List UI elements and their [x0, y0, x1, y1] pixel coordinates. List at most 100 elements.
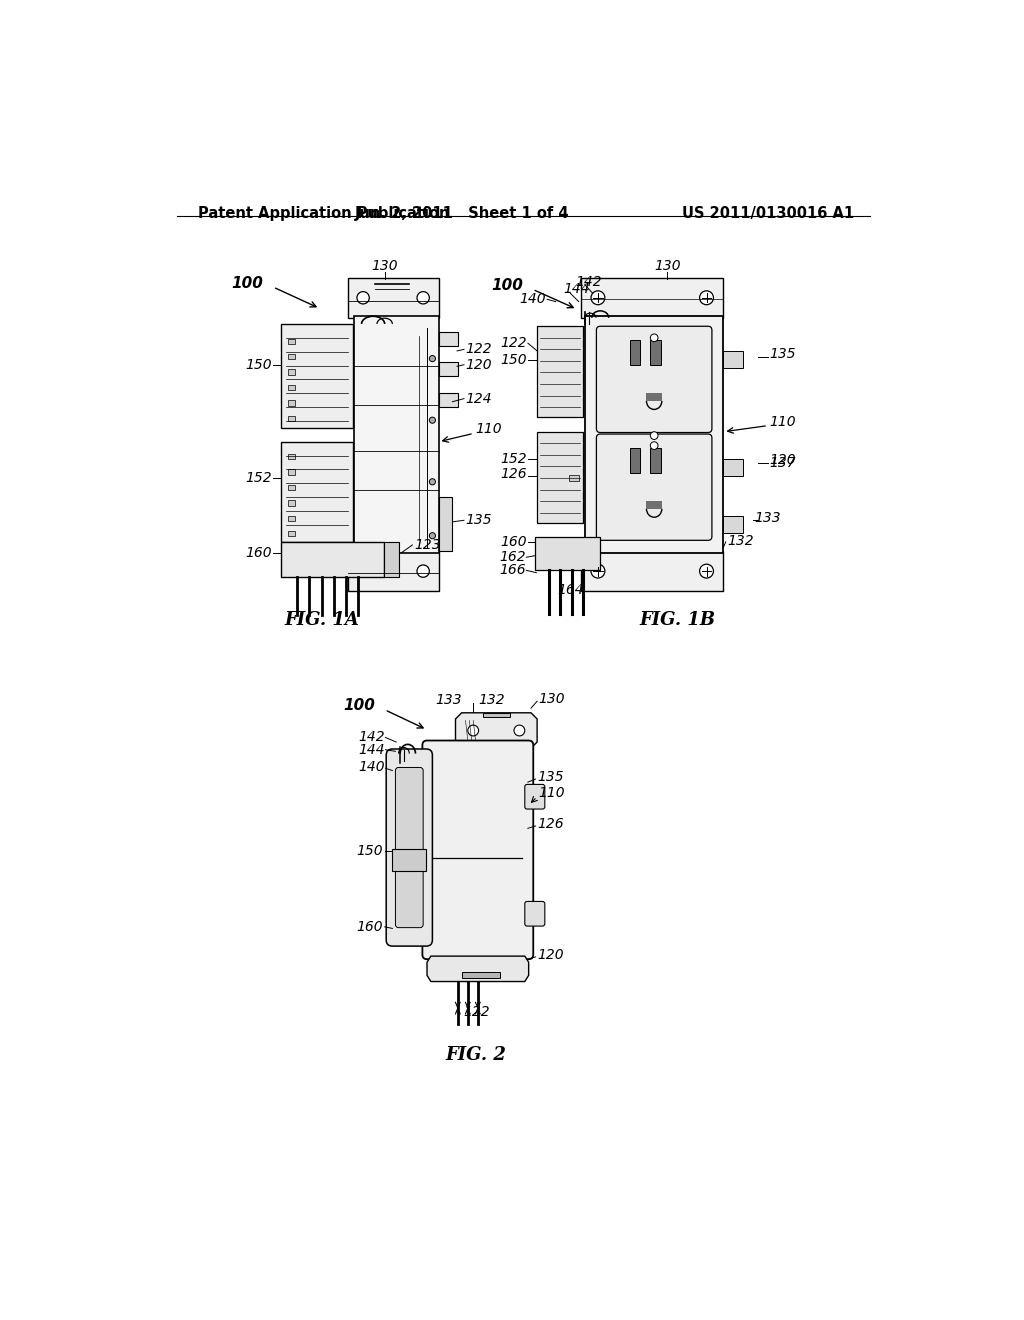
Text: 164: 164	[558, 582, 585, 597]
Text: 130: 130	[654, 259, 681, 273]
Text: FIG. 1B: FIG. 1B	[639, 611, 716, 630]
Circle shape	[417, 292, 429, 304]
Bar	[581, 277, 724, 318]
Text: 144: 144	[563, 282, 590, 296]
Text: Jun. 2, 2011   Sheet 1 of 4: Jun. 2, 2011 Sheet 1 of 4	[354, 206, 569, 222]
Text: 122: 122	[466, 342, 493, 356]
Bar	[384, 541, 399, 577]
Circle shape	[650, 442, 658, 450]
Bar	[483, 713, 510, 718]
FancyBboxPatch shape	[524, 902, 545, 927]
Bar	[282, 541, 384, 577]
Bar	[288, 516, 295, 521]
Text: 152: 152	[501, 451, 527, 466]
Bar	[288, 531, 295, 536]
Text: 135: 135	[538, 771, 564, 784]
Bar	[462, 973, 500, 978]
Bar	[392, 849, 426, 871]
Bar	[288, 416, 295, 421]
Bar	[288, 400, 295, 405]
Text: 123: 123	[414, 539, 440, 552]
Text: 135: 135	[770, 347, 797, 360]
Bar	[535, 537, 600, 570]
Circle shape	[468, 725, 478, 737]
Bar	[438, 363, 458, 376]
Bar	[438, 393, 458, 407]
Text: 135: 135	[466, 513, 493, 527]
Bar	[282, 442, 353, 543]
Bar	[288, 454, 295, 459]
Text: FIG. 2: FIG. 2	[445, 1047, 506, 1064]
Circle shape	[429, 479, 435, 484]
Bar	[724, 459, 742, 475]
Circle shape	[429, 532, 435, 539]
Text: 132: 132	[727, 535, 754, 548]
Text: 110: 110	[770, 414, 797, 429]
Text: 150: 150	[245, 358, 271, 372]
Text: 100: 100	[343, 697, 376, 713]
FancyBboxPatch shape	[596, 434, 712, 540]
Text: 150: 150	[501, 354, 527, 367]
Polygon shape	[427, 956, 528, 982]
Bar	[288, 385, 295, 391]
Text: 132: 132	[478, 693, 505, 708]
Bar	[646, 502, 662, 508]
Bar	[438, 498, 453, 552]
FancyBboxPatch shape	[422, 741, 534, 960]
Text: 126: 126	[538, 817, 564, 832]
Circle shape	[650, 432, 658, 440]
Text: 130: 130	[372, 259, 398, 273]
Text: 144: 144	[358, 743, 385, 756]
Text: 120: 120	[466, 358, 493, 372]
Bar	[348, 552, 438, 591]
Text: 162: 162	[499, 550, 525, 564]
Text: 110: 110	[539, 785, 565, 800]
Text: 152: 152	[245, 471, 271, 484]
Bar	[438, 331, 458, 346]
Bar	[288, 500, 295, 506]
Text: 122: 122	[464, 1005, 490, 1019]
Text: 160: 160	[501, 535, 527, 549]
Text: FIG. 1A: FIG. 1A	[284, 611, 359, 630]
Circle shape	[699, 290, 714, 305]
Bar	[585, 317, 724, 553]
FancyBboxPatch shape	[386, 748, 432, 946]
Text: 160: 160	[245, 545, 271, 560]
Bar	[650, 447, 662, 473]
FancyBboxPatch shape	[395, 767, 423, 928]
FancyBboxPatch shape	[524, 784, 545, 809]
Circle shape	[357, 565, 370, 577]
Bar	[646, 393, 662, 401]
Text: Patent Application Publication: Patent Application Publication	[199, 206, 450, 222]
Text: 166: 166	[499, 564, 525, 577]
Text: 160: 160	[356, 920, 383, 933]
Circle shape	[591, 290, 605, 305]
Text: 100: 100	[231, 276, 263, 292]
Bar	[724, 516, 742, 533]
Text: US 2011/0130016 A1: US 2011/0130016 A1	[682, 206, 854, 222]
Text: 133: 133	[755, 511, 781, 525]
Bar	[630, 447, 640, 473]
Circle shape	[429, 417, 435, 424]
Bar	[724, 351, 742, 368]
Bar	[569, 475, 579, 480]
FancyBboxPatch shape	[596, 326, 712, 433]
Bar	[581, 552, 724, 591]
Circle shape	[417, 565, 429, 577]
Text: 150: 150	[356, 845, 383, 858]
Text: 126: 126	[501, 467, 527, 480]
Bar	[288, 339, 295, 345]
Polygon shape	[456, 713, 538, 748]
Bar	[538, 432, 584, 523]
Bar	[288, 484, 295, 490]
Circle shape	[650, 334, 658, 342]
Text: 100: 100	[492, 279, 523, 293]
Bar	[288, 470, 295, 475]
Text: 110: 110	[475, 422, 502, 437]
Bar	[538, 326, 584, 417]
Bar	[288, 354, 295, 359]
Circle shape	[591, 564, 605, 578]
Text: 140: 140	[520, 292, 547, 306]
Text: 124: 124	[466, 392, 493, 405]
Bar	[630, 341, 640, 364]
